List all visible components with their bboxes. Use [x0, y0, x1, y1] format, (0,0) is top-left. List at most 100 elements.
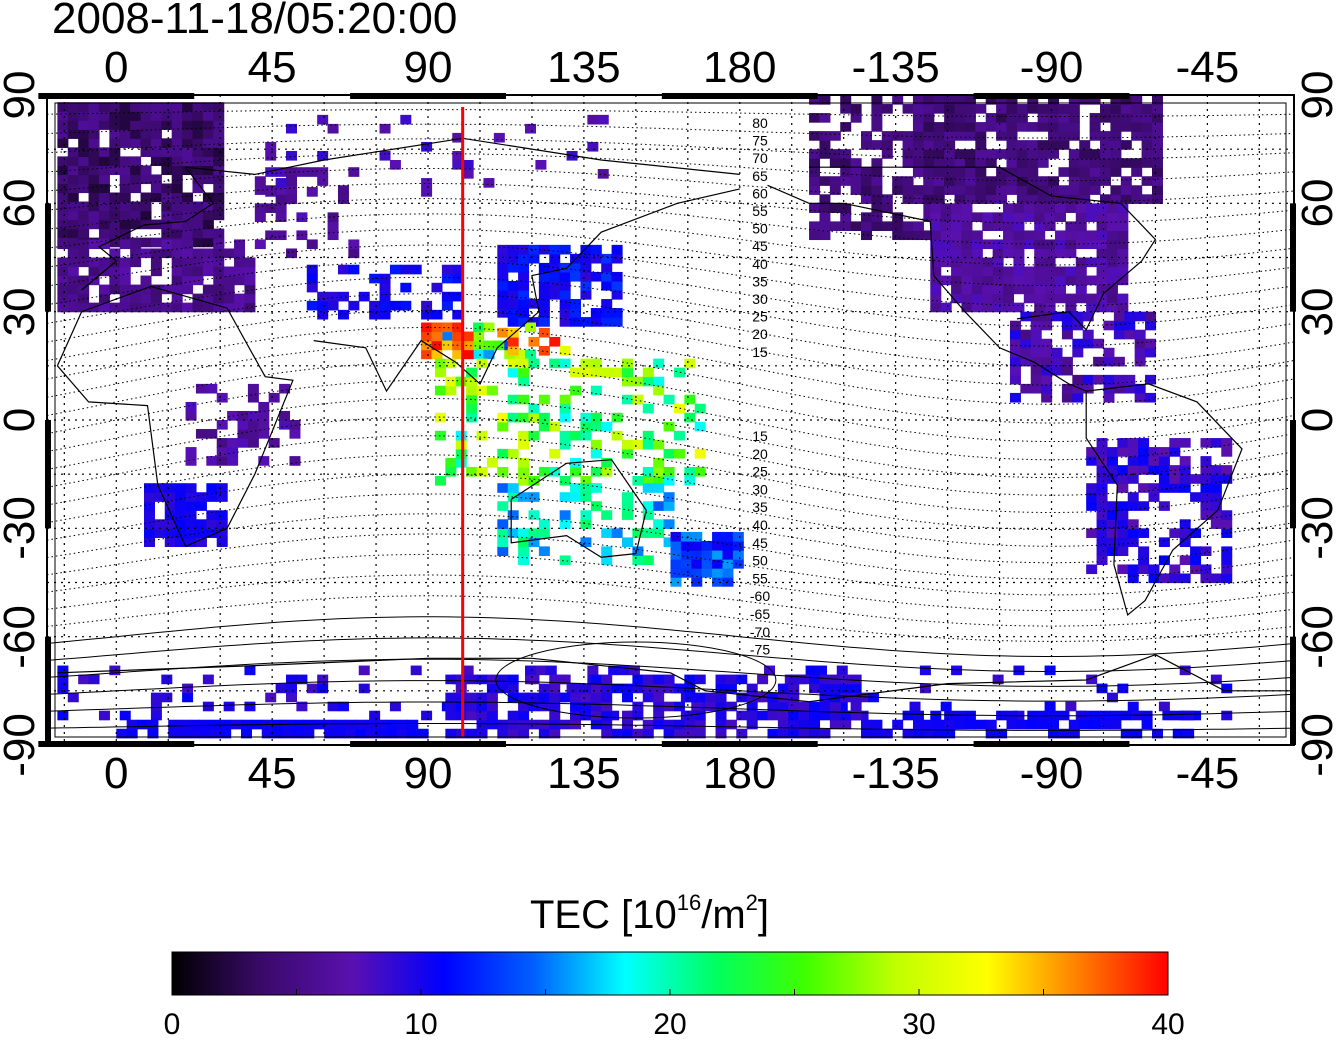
tec-cell	[175, 528, 187, 538]
tec-cell	[892, 185, 904, 195]
tec-cell	[1148, 447, 1160, 457]
tec-cell	[680, 540, 692, 551]
tec-cell	[171, 228, 183, 239]
tec-cell	[632, 439, 644, 450]
tec-cell	[518, 457, 530, 468]
tec-cell	[580, 244, 592, 255]
tec-cell	[507, 448, 519, 459]
tec-cell	[244, 266, 256, 277]
tec-cell	[861, 728, 873, 739]
tec-cell	[216, 492, 228, 502]
tec-cell	[892, 221, 904, 232]
tec-cell	[611, 528, 623, 538]
tec-cell	[514, 349, 526, 360]
tec-cell	[861, 719, 873, 730]
tec-cell	[788, 692, 800, 703]
tec-cell	[98, 156, 110, 167]
tec-cell	[590, 501, 602, 511]
tec-cell	[1058, 122, 1070, 132]
tec-cell	[452, 309, 464, 320]
tec-cell	[809, 230, 821, 241]
tec-cell	[150, 111, 162, 121]
tec-cell	[119, 201, 131, 212]
tec-cell	[1100, 719, 1112, 730]
tec-cell	[400, 264, 412, 275]
tec-cell	[161, 210, 173, 221]
tec-cell	[195, 429, 207, 439]
tec-cell	[223, 275, 235, 286]
tec-cell	[1141, 149, 1153, 159]
tec-cell	[441, 331, 453, 342]
tec-cell	[223, 248, 235, 259]
tec-cell	[580, 358, 592, 369]
frame-bar-bottom	[661, 741, 818, 747]
tec-cell	[1086, 230, 1098, 241]
tec-cell	[881, 140, 893, 150]
tec-cell	[673, 403, 685, 414]
tec-cell	[611, 430, 623, 441]
tec-cell	[171, 239, 183, 250]
tec-cell	[673, 367, 685, 378]
tec-cell	[1113, 311, 1125, 322]
tec-cell	[1131, 122, 1143, 132]
tec-cell	[580, 683, 592, 694]
tec-cell	[88, 138, 100, 148]
tec-cell	[549, 280, 561, 291]
tec-cell	[171, 210, 183, 221]
tec-cell	[618, 665, 630, 676]
tec-cell	[1030, 320, 1042, 331]
tec-cell	[486, 710, 498, 721]
tec-cell	[462, 160, 474, 170]
tec-cell	[518, 528, 530, 538]
tec-cell	[985, 728, 997, 739]
tec-cell	[1145, 392, 1157, 403]
tec-cell	[161, 102, 173, 112]
y-tick-label-right: 0	[1293, 407, 1340, 433]
tec-cell	[1086, 275, 1098, 286]
tec-cell	[78, 102, 90, 112]
tec-cell	[590, 244, 602, 255]
tec-cell	[119, 156, 131, 167]
tec-cell	[1027, 122, 1039, 132]
tec-cell	[161, 248, 173, 259]
tec-cell	[992, 275, 1004, 286]
tec-cell	[247, 420, 259, 430]
tec-cell	[88, 183, 100, 194]
tec-cell	[570, 385, 582, 396]
tec-cell	[1190, 492, 1202, 502]
tec-cell	[653, 439, 665, 450]
tec-cell	[507, 317, 519, 327]
tec-cell	[1100, 131, 1112, 141]
tec-cell	[549, 253, 561, 264]
tec-cell	[213, 275, 225, 286]
tec-cell	[337, 194, 349, 204]
tec-cell	[497, 483, 509, 493]
tec-cell	[1117, 537, 1129, 547]
tec-cell	[964, 113, 976, 123]
tec-cell	[1054, 275, 1066, 286]
tec-cell	[507, 528, 519, 538]
tec-cell	[234, 239, 246, 250]
tec-cell	[327, 230, 339, 241]
tec-cell	[213, 156, 225, 167]
tec-cell	[1145, 338, 1157, 349]
tec-cell	[642, 510, 654, 520]
tec-cell	[964, 158, 976, 168]
colorbar-tick-label: 30	[902, 1008, 936, 1041]
tec-cell	[767, 728, 779, 739]
tec-cell	[642, 430, 654, 441]
tec-cell	[601, 271, 613, 282]
tec-cell	[1065, 203, 1077, 213]
tec-cell	[954, 176, 966, 186]
tec-cell	[171, 120, 183, 130]
magnetic-latitude-contour	[46, 213, 1295, 266]
tec-cell	[109, 201, 121, 212]
tec-cell	[130, 239, 142, 250]
tec-cell	[317, 114, 329, 125]
tec-cell	[202, 174, 214, 185]
tec-cell	[1027, 95, 1039, 105]
tec-cell	[982, 284, 994, 295]
tec-cell	[559, 299, 571, 309]
tec-cell	[1151, 149, 1163, 159]
tec-cell	[286, 185, 297, 195]
